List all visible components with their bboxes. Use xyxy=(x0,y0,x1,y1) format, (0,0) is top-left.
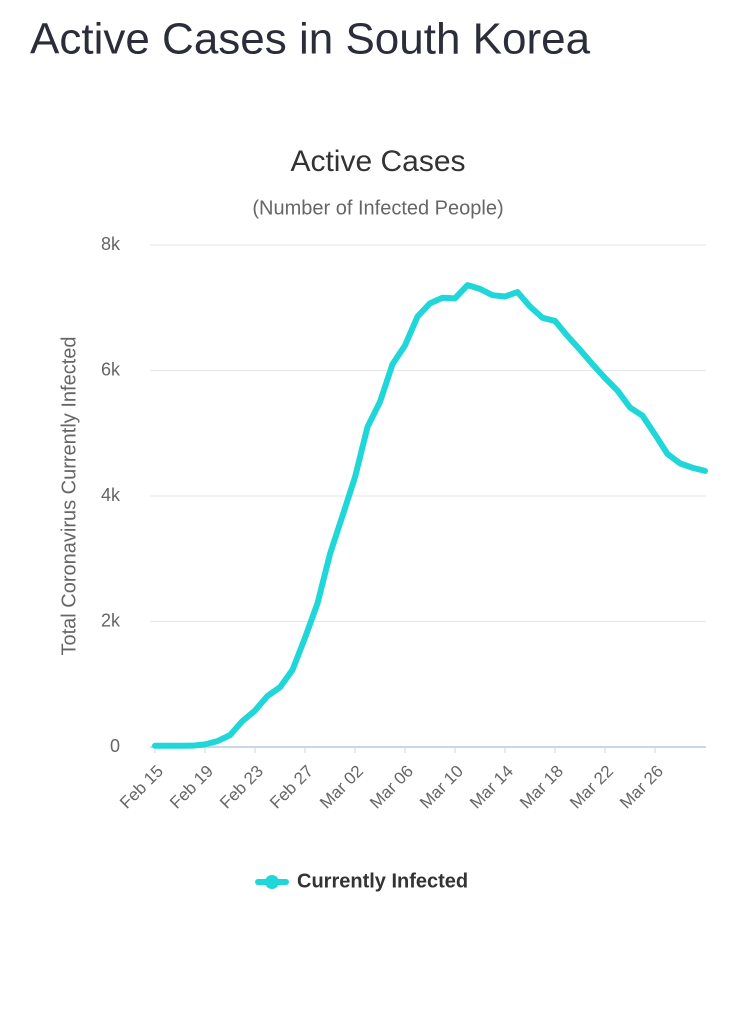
x-tick-label: Mar 06 xyxy=(366,762,417,813)
x-tick-label: Mar 10 xyxy=(416,762,467,813)
x-tick-label: Feb 15 xyxy=(116,762,167,813)
y-tick-label: 8k xyxy=(101,234,121,254)
page-title: Active Cases in South Korea xyxy=(30,15,591,64)
x-tick-label: Feb 19 xyxy=(166,762,217,813)
legend-label: Currently Infected xyxy=(297,870,468,892)
data-line xyxy=(152,282,708,749)
y-tick-label: 4k xyxy=(101,485,121,505)
chart-subtitle: (Number of Infected People) xyxy=(252,197,503,219)
chart-title: Active Cases xyxy=(290,145,465,178)
x-tick-label: Feb 23 xyxy=(216,762,267,813)
x-tick-label: Feb 27 xyxy=(266,762,317,813)
y-tick-label: 6k xyxy=(101,359,121,379)
legend-marker xyxy=(265,875,279,889)
x-tick-label: Mar 22 xyxy=(566,762,617,813)
x-tick-label: Mar 14 xyxy=(466,762,517,813)
y-axis-label: Total Coronavirus Currently Infected xyxy=(58,336,80,655)
y-tick-label: 2k xyxy=(101,610,121,630)
x-tick-label: Mar 02 xyxy=(316,762,367,813)
x-tick-label: Mar 18 xyxy=(516,762,567,813)
y-tick-label: 0 xyxy=(110,736,120,756)
x-tick-label: Mar 26 xyxy=(616,762,667,813)
